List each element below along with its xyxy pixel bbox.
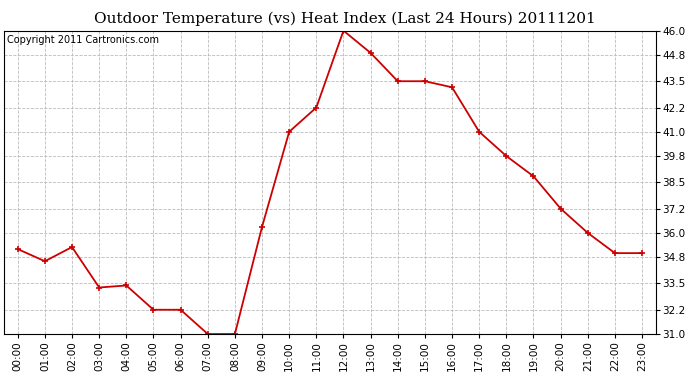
Text: Copyright 2011 Cartronics.com: Copyright 2011 Cartronics.com xyxy=(8,35,159,45)
Text: Outdoor Temperature (vs) Heat Index (Last 24 Hours) 20111201: Outdoor Temperature (vs) Heat Index (Las… xyxy=(94,11,596,26)
